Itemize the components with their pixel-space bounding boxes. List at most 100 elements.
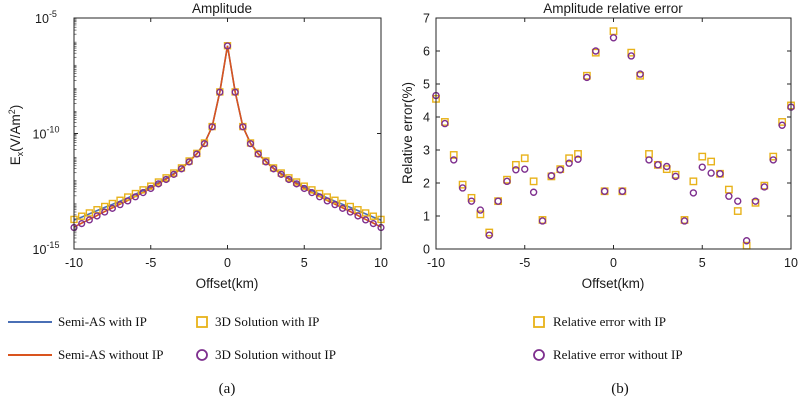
amplitude-x-axis-label: Offset(km) [196, 276, 259, 291]
relative-error-circle-marker [494, 197, 502, 205]
relative-error-x-tick-label: -10 [427, 256, 445, 270]
legend-semi-without-ip-label: Semi-AS without IP [58, 347, 163, 362]
relative-error-circle-marker [751, 197, 760, 205]
amplitude-circle-marker [85, 216, 93, 224]
panel-label-b: (b) [611, 381, 629, 397]
relative-error-y-tick-label: 2 [423, 177, 430, 191]
amplitude-x-tick-label: 0 [224, 256, 231, 270]
relative-error-square-marker [520, 154, 529, 163]
amplitude-x-tick-label: 10 [374, 256, 388, 270]
amplitude-square-marker [308, 186, 316, 194]
amplitude-circle-marker [277, 170, 285, 178]
amplitude-square-marker [131, 189, 140, 198]
amplitude-x-tick-label: -10 [65, 256, 83, 270]
relative-error-circle-marker [725, 192, 733, 200]
relative-error-square-marker [529, 177, 538, 186]
relative-error-x-tick-label: -5 [519, 256, 530, 270]
amplitude-y-tick-exponent: -15 [46, 240, 59, 250]
amplitude-circle-marker [177, 165, 186, 173]
relative-error-circle-marker [503, 177, 511, 186]
amplitude-circle-marker [362, 216, 370, 224]
amplitude-plot-frame [73, 17, 382, 250]
amplitude-circle-marker [354, 212, 362, 220]
amplitude-square-marker [116, 196, 124, 204]
amplitude-circle-marker [162, 175, 170, 184]
amplitude-y-label-sub: x [15, 151, 25, 156]
relative-error-circle-marker [538, 217, 547, 225]
amplitude-square-marker [147, 182, 155, 190]
amplitude-circle-marker [208, 123, 216, 131]
relative-error-circle-marker [680, 217, 689, 225]
amplitude-circle-marker [308, 189, 316, 197]
relative-error-circle-marker [707, 169, 715, 177]
amplitude-circle-marker [108, 204, 116, 212]
amplitude-circle-marker [239, 123, 247, 131]
relative-error-circle-marker [441, 119, 449, 128]
amplitude-circle-marker [369, 219, 377, 228]
amplitude-square-marker [315, 189, 324, 198]
relative-error-circle-marker [529, 188, 538, 196]
amplitude-circle-marker [292, 180, 301, 188]
amplitude-circle-marker [101, 208, 109, 216]
relative-error-square-marker [609, 27, 618, 36]
amplitude-x-tick-label: -5 [145, 256, 156, 270]
amplitude-circle-marker [231, 88, 239, 96]
amplitude-circle-marker [124, 197, 132, 205]
legend-error-without-ip-label: Relative error without IP [553, 347, 683, 362]
amplitude-square-marker [77, 212, 86, 220]
amplitude-circle-marker [300, 184, 308, 193]
amplitude-circle-marker [285, 175, 293, 184]
amplitude-circle-marker [246, 140, 255, 148]
relative-error-square-marker [698, 152, 707, 161]
amplitude-y-tick-exponent: -5 [49, 9, 57, 19]
relative-error-square-marker [645, 150, 653, 158]
relative-error-y-tick-label: 3 [423, 144, 430, 158]
relative-error-circle-marker [485, 231, 493, 239]
amplitude-circle-marker [147, 184, 155, 193]
relative-error-chart: Amplitude relative error -10 -5 0 5 10 0 1 2 3 4 5… [400, 1, 798, 291]
amplitude-square-marker [124, 193, 132, 201]
relative-error-square-marker [449, 151, 458, 159]
relative-error-y-tick-label: 7 [423, 12, 430, 26]
relative-error-circle-marker [458, 184, 467, 192]
amplitude-y-label-rest: (V/Am [8, 114, 23, 152]
relative-error-circle-marker [618, 187, 627, 195]
legend-solution-with-ip-label: 3D Solution with IP [215, 314, 319, 329]
amplitude-y-label-sup: 2 [7, 109, 17, 114]
relative-error-circle-marker [574, 155, 582, 163]
relative-error-square-marker [769, 152, 778, 161]
relative-error-circle-marker [600, 187, 609, 195]
relative-error-circle-marker [760, 183, 769, 191]
relative-error-circle-marker [778, 121, 786, 129]
amplitude-data [70, 42, 385, 232]
amplitude-square-marker [85, 209, 94, 217]
amplitude-circle-marker [254, 150, 262, 158]
legend-a: Semi-AS with IP Semi-AS without IP 3D So… [8, 314, 336, 362]
legend-error-with-ip-label: Relative error with IP [553, 314, 666, 329]
legend-error-without-ip-swatch [533, 349, 545, 361]
amplitude-circle-marker [200, 140, 209, 148]
amplitude-y-tick-label: 10-10 [33, 125, 60, 142]
amplitude-circle-marker [116, 201, 124, 209]
amplitude-circle-marker [269, 165, 278, 173]
relative-error-square-marker [733, 207, 742, 215]
legend-error-with-ip-swatch [533, 316, 545, 328]
amplitude-circle-marker [139, 189, 147, 197]
relative-error-square-marker [724, 185, 733, 194]
relative-error-circle-marker [547, 172, 556, 180]
amplitude-circle-marker [131, 193, 140, 201]
amplitude-circle-marker [331, 201, 339, 209]
amplitude-square-marker [361, 209, 370, 217]
legend-b: Relative error with IP Relative error wi… [533, 314, 683, 362]
relative-error-y-tick-label: 6 [423, 45, 430, 59]
relative-error-circle-marker [716, 170, 724, 178]
relative-error-square-marker [476, 210, 485, 219]
amplitude-circle-marker [78, 219, 86, 228]
relative-error-circle-marker [742, 237, 751, 245]
relative-error-square-marker [458, 180, 467, 189]
relative-error-circle-marker [476, 206, 485, 214]
relative-error-ticks: -10 -5 0 5 10 0 1 2 3 4 5 6 7 [423, 12, 798, 271]
amplitude-circle-marker [346, 208, 354, 216]
